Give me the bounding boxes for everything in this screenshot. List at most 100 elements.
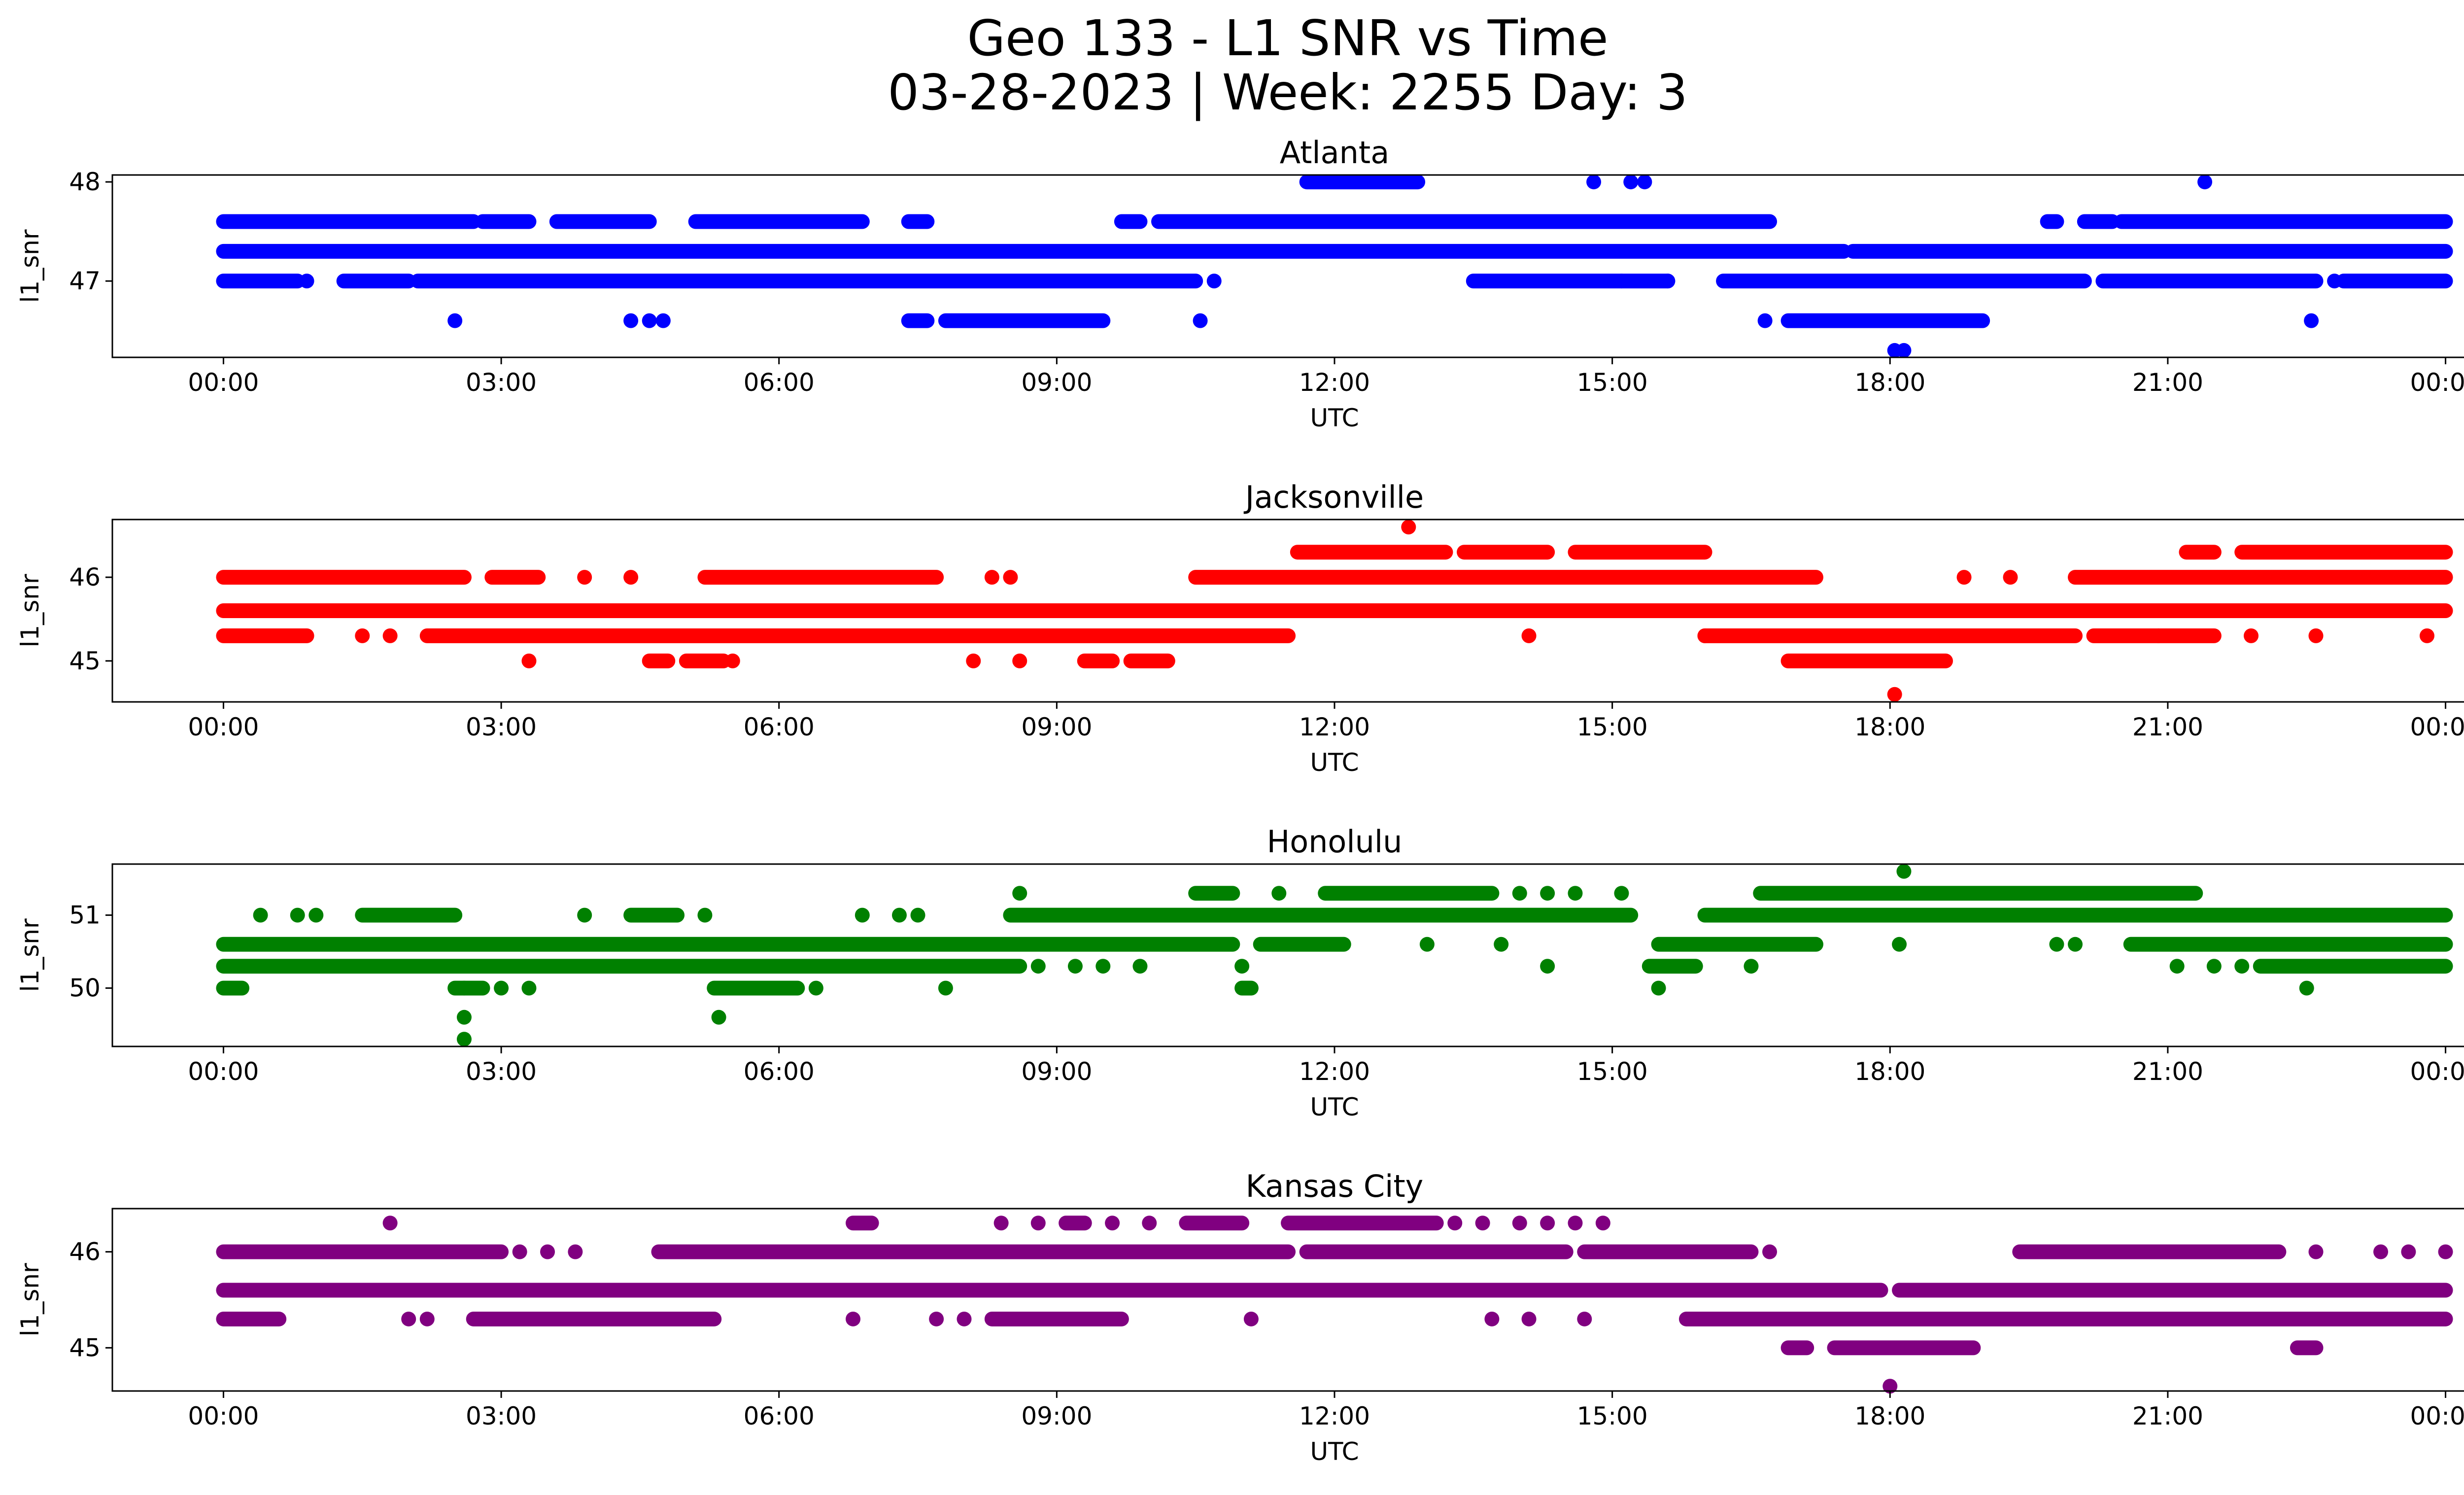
honolulu-data-point xyxy=(1132,959,1148,974)
atlanta-x-tick-label: 00:00 xyxy=(188,368,259,397)
honolulu-x-tick-label: 03:00 xyxy=(466,1057,537,1086)
jacksonville-x-tick-label: 00:00 xyxy=(188,713,259,741)
atlanta-data-point xyxy=(1614,274,1629,289)
jacksonville-y-tick-label: 45 xyxy=(69,647,101,675)
jacksonville-data-point xyxy=(1887,687,1902,702)
honolulu-data-point xyxy=(1540,886,1555,901)
honolulu-data-point xyxy=(1095,959,1111,974)
atlanta-x-tick-label: 00:00 xyxy=(2410,368,2464,397)
honolulu-x-tick-label: 12:00 xyxy=(1299,1057,1370,1086)
jacksonville-data-point xyxy=(1956,570,1972,585)
kansas-city-y-tick-label: 45 xyxy=(69,1333,101,1362)
atlanta-y-tick-label: 48 xyxy=(69,168,101,196)
jacksonville-data-point xyxy=(1392,603,1407,618)
honolulu-data-point xyxy=(1030,959,1046,974)
jacksonville-data-point xyxy=(2151,628,2166,643)
kansas-city-panel: Kansas City 00:00 03:00 06:00 09:00 12:00 15:0… xyxy=(16,1168,2464,1466)
atlanta-y-tick-label: 47 xyxy=(69,267,101,295)
honolulu-data-points xyxy=(216,864,2453,1047)
honolulu-data-point xyxy=(910,907,925,923)
atlanta-data-point xyxy=(1193,313,1208,328)
honolulu-data-point xyxy=(1744,959,1759,974)
honolulu-data-point xyxy=(697,907,713,923)
kansas-city-data-point xyxy=(1243,1311,1259,1326)
figure-title-line1: Geo 133 - L1 SNR vs Time xyxy=(967,9,1608,67)
kansas-city-data-point xyxy=(1595,1216,1610,1231)
jacksonville-data-point xyxy=(382,628,398,643)
honolulu-data-point xyxy=(855,907,870,923)
kansas-city-title: Kansas City xyxy=(1246,1168,1424,1204)
kansas-city-x-tick-label: 15:00 xyxy=(1577,1402,1648,1430)
atlanta-data-point xyxy=(655,313,671,328)
honolulu-data-point xyxy=(1512,886,1527,901)
kansas-city-axes-frame xyxy=(111,1208,2464,1392)
jacksonville-y-tick-label: 46 xyxy=(69,563,101,591)
kansas-city-data-point xyxy=(1512,1216,1527,1231)
jacksonville-title: Jacksonville xyxy=(1243,479,1424,515)
honolulu-data-point xyxy=(1012,886,1027,901)
jacksonville-data-point xyxy=(2308,628,2324,643)
kansas-city-data-point xyxy=(1364,1283,1379,1298)
kansas-city-data-point xyxy=(540,1244,555,1259)
kansas-city-y-tick-label: 46 xyxy=(69,1238,101,1266)
atlanta-x-tick-label: 15:00 xyxy=(1577,368,1648,397)
atlanta-data-point xyxy=(1206,274,1222,289)
jacksonville-data-point xyxy=(725,653,740,668)
honolulu-data-point xyxy=(1494,937,1509,952)
jacksonville-x-tick-label: 03:00 xyxy=(466,713,537,741)
jacksonville-data-points xyxy=(216,520,2453,702)
jacksonville-x-tick-label: 18:00 xyxy=(1854,713,1925,741)
kansas-city-data-point xyxy=(1475,1216,1490,1231)
kansas-city-data-point xyxy=(512,1244,527,1259)
atlanta-x-tick-label: 21:00 xyxy=(2132,368,2203,397)
jacksonville-data-point xyxy=(1521,628,1537,643)
kansas-city-x-tick-label: 12:00 xyxy=(1299,1402,1370,1430)
kansas-city-data-point xyxy=(2401,1244,2416,1259)
jacksonville-x-tick-label: 06:00 xyxy=(744,713,815,741)
kansas-city-x-tick-label: 18:00 xyxy=(1854,1402,1925,1430)
honolulu-data-point xyxy=(1896,864,1912,879)
atlanta-x-tick-label: 03:00 xyxy=(466,368,537,397)
atlanta-data-point xyxy=(299,274,314,289)
honolulu-data-point xyxy=(308,907,324,923)
atlanta-title: Atlanta xyxy=(1280,135,1389,171)
honolulu-data-point xyxy=(938,980,953,996)
kansas-city-data-point xyxy=(1762,1244,1778,1259)
kansas-city-data-point xyxy=(1882,1379,1898,1394)
jacksonville-panel: Jacksonville 00:00 03:00 06:00 09:00 12:00 15:… xyxy=(16,479,2464,777)
kansas-city-data-point xyxy=(1568,1216,1583,1231)
honolulu-data-point xyxy=(290,907,305,923)
kansas-city-data-point xyxy=(1105,1216,1120,1231)
atlanta-data-point xyxy=(642,313,657,328)
kansas-city-data-point xyxy=(957,1311,972,1326)
kansas-city-data-point xyxy=(401,1311,416,1326)
kansas-city-x-axis-label: UTC xyxy=(1310,1437,1359,1466)
jacksonville-x-tick-label: 21:00 xyxy=(2132,713,2203,741)
kansas-city-data-point xyxy=(1484,1311,1500,1326)
honolulu-y-axis-label: l1_snr xyxy=(16,918,44,992)
jacksonville-data-point xyxy=(2003,570,2018,585)
kansas-city-data-point xyxy=(929,1311,944,1326)
atlanta-data-point xyxy=(623,313,639,328)
honolulu-data-point xyxy=(2049,937,2064,952)
honolulu-data-point xyxy=(1271,886,1287,901)
atlanta-data-point xyxy=(1623,174,1639,190)
kansas-city-x-tick-label: 09:00 xyxy=(1021,1402,1092,1430)
jacksonville-data-point xyxy=(521,653,537,668)
kansas-city-x-tick-label: 03:00 xyxy=(466,1402,537,1430)
atlanta-data-point xyxy=(1586,174,1602,190)
atlanta-data-point xyxy=(1757,313,1773,328)
atlanta-x-tick-label: 18:00 xyxy=(1854,368,1925,397)
atlanta-data-point xyxy=(1896,343,1912,358)
atlanta-x-tick-label: 06:00 xyxy=(744,368,815,397)
kansas-city-data-point xyxy=(568,1244,583,1259)
honolulu-x-tick-label: 06:00 xyxy=(744,1057,815,1086)
atlanta-data-point xyxy=(2197,174,2213,190)
honolulu-data-point xyxy=(2206,959,2222,974)
atlanta-x-tick-label: 12:00 xyxy=(1299,368,1370,397)
atlanta-data-point xyxy=(2304,313,2319,328)
honolulu-data-point xyxy=(1540,959,1555,974)
atlanta-data-point xyxy=(1660,274,1676,289)
atlanta-panel: Atlanta 00:00 03:00 06:00 09:00 12:00 15:00 18:… xyxy=(16,135,2464,432)
